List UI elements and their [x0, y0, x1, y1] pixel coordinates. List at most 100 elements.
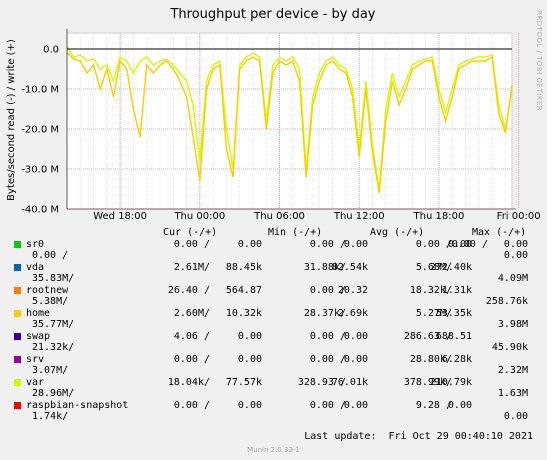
- last-update: Last update: Fri Oct 29 00:40:10 2021: [304, 431, 533, 442]
- series-group: [66, 29, 516, 210]
- legend-value-min-r: 0.00 /: [309, 284, 346, 296]
- legend-value-cur-w: 10.32k: [225, 307, 262, 319]
- legend-max-read: 35.83M/: [32, 273, 75, 284]
- header-max: Max (-/+): [472, 227, 527, 238]
- legend-value-min-r: 0.00 /: [309, 399, 346, 411]
- legend-value-cur-w: 88.45k: [225, 261, 262, 273]
- legend-max-write: 1.63M: [497, 388, 528, 399]
- legend-value-cur-w: 0.00: [237, 238, 262, 250]
- legend-value-min-w: 0.00: [343, 353, 368, 365]
- legend-value-max-w: 0.00: [503, 238, 528, 250]
- header-avg: Avg (-/+): [370, 227, 425, 238]
- y-tick-label: 0.0: [43, 45, 59, 56]
- legend-row-srv: srv 0.00 /0.00 0.00 /0.00 28.80k/6.28k: [0, 354, 547, 366]
- legend-swatch: [14, 286, 21, 294]
- legend-value-min-w: 2.69k: [337, 307, 368, 319]
- legend-max-read: 5.38M/: [32, 296, 69, 307]
- legend-swatch: [14, 401, 21, 409]
- legend-row-max-srv: 3.07M/2.32M: [0, 365, 547, 377]
- legend-value-min-w: 0.00: [343, 330, 368, 342]
- legend-value-avg-r: 0.00 /: [415, 238, 452, 250]
- series-line-home: [66, 52, 513, 194]
- legend-value-avg-r: 28.80k/: [409, 353, 452, 365]
- series-line-var: [66, 46, 513, 190]
- legend-row-sr0: sr0 0.00 /0.00 0.00 /0.00 0.00 /0.00 0.00 /0…: [0, 239, 547, 251]
- legend-value-avg-r: 9.28 /: [415, 399, 452, 411]
- legend-value-cur-w: 0.00: [237, 399, 262, 411]
- legend-value-avg-r: 378.99k/: [403, 376, 452, 388]
- legend-value-min-r: 0.00 /: [309, 353, 346, 365]
- legend-series-name: rootnew: [26, 284, 69, 296]
- y-tick-label: -10.0 M: [21, 85, 59, 96]
- legend-value-avg-w: 210.79k: [429, 376, 472, 388]
- legend-swatch: [14, 332, 21, 340]
- legend-value-min-w: 82.54k: [331, 261, 368, 273]
- legend-value-avg-w: 0.00: [447, 399, 472, 411]
- legend-value-min-w: 0.00: [343, 399, 368, 411]
- legend-value-avg-w: 272.40k: [429, 261, 472, 273]
- legend-max-read: 28.96M/: [32, 388, 75, 399]
- legend-value-min-w: 0.00: [343, 238, 368, 250]
- legend-max-write: 0.00: [503, 411, 528, 422]
- legend-series-name: home: [26, 307, 51, 319]
- legend-swatch: [14, 378, 21, 386]
- legend-value-avg-w: 53.35k: [435, 307, 472, 319]
- legend-row-max-rootnew: 5.38M/258.76k: [0, 296, 547, 308]
- legend-value-cur-r: 0.00 /: [173, 353, 210, 365]
- legend-series-name: vda: [26, 261, 45, 273]
- legend-row-raspbian-snapshot: raspbian-snapshot 0.00 /0.00 0.00 /0.00 9.2…: [0, 400, 547, 412]
- legend-max-read: 0.00 /: [32, 250, 69, 261]
- legend-value-avg-w: 0.00: [447, 238, 472, 250]
- header-min: Min (-/+): [268, 227, 323, 238]
- legend-series-name: var: [26, 376, 45, 388]
- legend-series-name: sr0: [26, 238, 45, 250]
- legend-value-min-r: 28.37k/: [303, 307, 346, 319]
- legend-row-max-var: 28.96M/1.63M: [0, 388, 547, 400]
- legend-row-max-raspbian-snapshot: 1.74k/0.00: [0, 411, 547, 423]
- header-cur: Cur (-/+): [163, 227, 218, 238]
- legend-value-avg-w: 6.28k: [441, 353, 472, 365]
- munin-version: Munin 2.0.33-1: [247, 446, 300, 454]
- legend-value-cur-r: 26.40 /: [167, 284, 210, 296]
- legend-rows: sr0 0.00 /0.00 0.00 /0.00 0.00 /0.00 0.00 /0…: [0, 239, 547, 423]
- legend-value-min-w: 20.32: [337, 284, 368, 296]
- legend-max-read: 35.77M/: [32, 319, 75, 330]
- legend-series-name: raspbian-snapshot: [26, 399, 129, 411]
- legend-value-min-r: 0.00 /: [309, 238, 346, 250]
- y-tick-label: -40.0 M: [21, 205, 59, 216]
- legend-row-max-vda: 35.83M/4.09M: [0, 273, 547, 285]
- legend-value-cur-r: 4.06 /: [173, 330, 210, 342]
- legend-value-cur-w: 0.00: [237, 353, 262, 365]
- rrdtool-watermark: RRDTOOL / TOBI OETIKER: [535, 10, 543, 111]
- chart-title: Throughput per device - by day: [169, 7, 375, 22]
- legend-value-avg-r: 286.63 /: [403, 330, 452, 342]
- legend-row-var: var 18.04k/77.57k 328.93 /76.01k 378.99k/21…: [0, 377, 547, 389]
- legend-row-max-swap: 21.32k/45.90k: [0, 342, 547, 354]
- y-tick-label: -20.0 M: [21, 125, 59, 136]
- legend-table: Cur (-/+) Min (-/+) Avg (-/+) Max (-/+) …: [0, 227, 547, 423]
- x-tick-label: Thu 12:00: [333, 211, 385, 222]
- legend-max-write: 45.90k: [491, 342, 528, 353]
- legend-value-avg-r: 5.68M/: [415, 261, 452, 273]
- legend-max-write: 4.09M: [497, 273, 528, 284]
- legend-value-cur-w: 0.00: [237, 330, 262, 342]
- legend-max-write: 2.32M: [497, 365, 528, 376]
- legend-value-min-r: 31.88k/: [303, 261, 346, 273]
- legend-value-cur-w: 77.57k: [225, 376, 262, 388]
- legend-swatch: [14, 355, 21, 363]
- legend-value-cur-r: 2.61M/: [173, 261, 210, 273]
- tick-labels: 0.0 -10.0 M -20.0 M -30.0 M -40.0 M Wed 18:00…: [21, 45, 540, 223]
- x-tick-label: Thu 00:00: [173, 211, 225, 222]
- legend-value-min-w: 76.01k: [331, 376, 368, 388]
- legend-max-read: 21.32k/: [32, 342, 75, 353]
- legend-value-cur-r: 18.04k/: [167, 376, 210, 388]
- legend-row-rootnew: rootnew 26.40 / 564.87 0.00 /20.32 18.32k/1.…: [0, 285, 547, 297]
- x-tick-label: Thu 18:00: [413, 211, 465, 222]
- legend-max-write: 0.00: [503, 250, 528, 261]
- legend-max-read: 1.74k/: [32, 411, 69, 422]
- throughput-chart: Throughput per device - by day Bytes/sec…: [6, 7, 543, 223]
- legend-row-swap: swap 4.06 /0.00 0.00 /0.00 286.63 /688.51: [0, 331, 547, 343]
- x-tick-label: Thu 06:00: [253, 211, 305, 222]
- legend-value-avg-r: 5.27M/: [415, 307, 452, 319]
- y-tick-label: -30.0 M: [21, 165, 59, 176]
